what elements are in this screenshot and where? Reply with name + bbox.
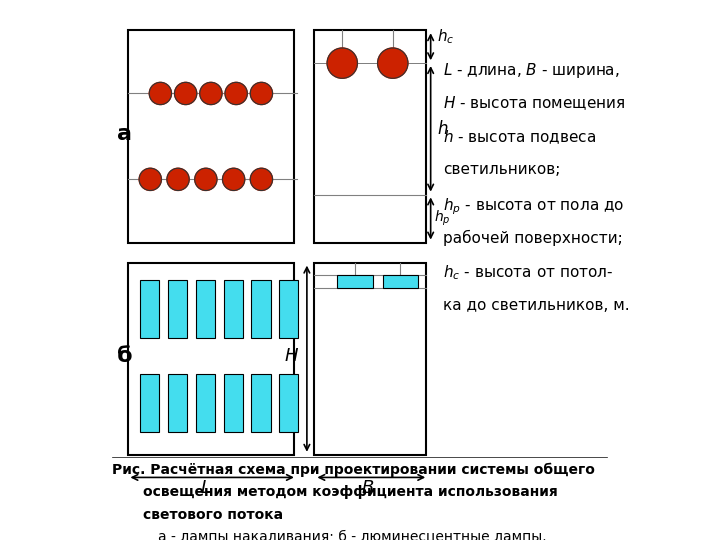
Text: $L$: $L$ (200, 478, 212, 496)
Bar (251, 280, 271, 339)
Bar (168, 280, 187, 339)
Text: $L$ - длина, $B$ - ширина,: $L$ - длина, $B$ - ширина, (444, 60, 620, 79)
Bar (127, 30, 294, 242)
Bar (337, 275, 372, 288)
Text: $h_p$: $h_p$ (434, 209, 451, 228)
Text: $h$: $h$ (437, 120, 448, 138)
Circle shape (251, 168, 273, 191)
Bar (168, 374, 187, 432)
Bar (382, 275, 418, 288)
Bar (196, 280, 215, 339)
Bar (140, 374, 159, 432)
Text: $H$ - высота помещения: $H$ - высота помещения (444, 94, 626, 112)
Circle shape (174, 82, 197, 105)
Text: $h$ - высота подвеса: $h$ - высота подвеса (444, 129, 597, 146)
Text: а: а (117, 124, 132, 144)
Bar (251, 374, 271, 432)
Circle shape (225, 82, 247, 105)
Bar (127, 262, 294, 455)
Circle shape (251, 82, 273, 105)
Text: $h_p$ - высота от пола до: $h_p$ - высота от пола до (444, 196, 624, 217)
Text: освещения методом коэффициента использования: освещения методом коэффициента использов… (143, 485, 557, 499)
Bar (279, 374, 298, 432)
Bar (315, 262, 426, 455)
Bar (223, 280, 243, 339)
Bar (196, 374, 215, 432)
Text: светового потока: светового потока (143, 508, 283, 522)
Text: $B$: $B$ (361, 478, 374, 496)
Bar (140, 280, 159, 339)
Circle shape (167, 168, 189, 191)
Circle shape (377, 48, 408, 78)
Circle shape (149, 82, 171, 105)
Text: Рис. Расчётная схема при проектировании системы общего: Рис. Расчётная схема при проектировании … (112, 462, 595, 477)
Circle shape (194, 168, 217, 191)
Bar (223, 374, 243, 432)
Circle shape (327, 48, 357, 78)
Bar (315, 30, 426, 242)
Text: а - лампы накаливания; б - люминесцентные лампы.: а - лампы накаливания; б - люминесцентны… (158, 530, 546, 540)
Text: $h_c$: $h_c$ (437, 28, 454, 46)
Text: ка до светильников, м.: ка до светильников, м. (444, 298, 630, 313)
Circle shape (199, 82, 222, 105)
Text: светильников;: светильников; (444, 162, 561, 177)
Text: б: б (117, 346, 133, 366)
Text: рабочей поверхности;: рабочей поверхности; (444, 230, 623, 246)
Bar (279, 280, 298, 339)
Circle shape (139, 168, 161, 191)
Circle shape (222, 168, 245, 191)
Text: $H$: $H$ (284, 347, 300, 365)
Text: $h_c$ - высота от потол-: $h_c$ - высота от потол- (444, 264, 613, 282)
